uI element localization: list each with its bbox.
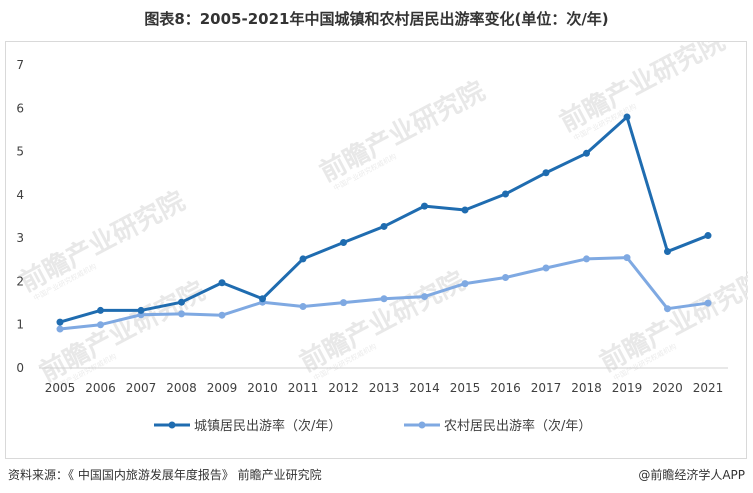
legend-label: 农村居民出游率（次/年） <box>444 418 591 434</box>
data-point <box>299 303 307 311</box>
data-point <box>664 248 671 256</box>
data-point <box>421 202 428 210</box>
y-tick-label: 6 <box>16 101 24 115</box>
data-point <box>502 190 509 198</box>
data-point <box>704 232 712 240</box>
data-point <box>97 306 104 314</box>
data-point <box>218 279 226 287</box>
legend-swatch-marker <box>168 421 176 429</box>
x-tick-label: 2005 <box>45 381 76 395</box>
y-tick-label: 4 <box>16 188 24 202</box>
data-point <box>56 325 64 333</box>
data-point <box>583 149 590 157</box>
data-point <box>664 305 671 313</box>
legend-swatch-marker <box>418 421 426 429</box>
data-point <box>218 311 226 319</box>
data-point <box>542 169 550 177</box>
data-point <box>137 306 145 314</box>
chart-title: 图表8：2005-2021年中国城镇和农村居民出游率变化(单位：次/年) <box>144 10 609 28</box>
watermark-text: 前瞻产业研究院 <box>595 265 748 378</box>
line-chart: 前瞻产业研究院中国产业研究权威机构前瞻产业研究院中国产业研究权威机构前瞻产业研究… <box>15 42 748 434</box>
data-point <box>380 295 388 303</box>
legend: 城镇居民出游率（次/年） 农村居民出游率（次/年） <box>154 418 591 434</box>
data-point <box>421 293 428 301</box>
watermark-text: 前瞻产业研究院 <box>315 75 490 188</box>
data-point <box>542 264 550 272</box>
data-point <box>461 206 469 214</box>
x-tick-label: 2017 <box>531 381 562 395</box>
y-tick-label: 0 <box>16 361 24 375</box>
axes-layer: 0 1 2 3 4 5 6 7 2005 2006 2007 2008 2009 2010 2011 2012… <box>16 58 728 395</box>
x-tick-label: 2007 <box>126 381 157 395</box>
watermark-layer: 前瞻产业研究院中国产业研究权威机构前瞻产业研究院中国产业研究权威机构前瞻产业研究… <box>15 42 748 392</box>
x-tick-label: 2014 <box>409 381 440 395</box>
y-tick-label: 5 <box>16 145 24 159</box>
x-tick-label: 2012 <box>328 381 359 395</box>
data-point <box>623 254 631 262</box>
y-tick-label: 7 <box>16 58 24 72</box>
x-tick-label: 2010 <box>247 381 278 395</box>
x-tick-label: 2016 <box>490 381 521 395</box>
data-point <box>56 318 64 326</box>
data-point <box>299 255 307 263</box>
data-point <box>259 295 266 303</box>
y-tick-label: 3 <box>16 231 24 245</box>
data-point <box>380 222 388 230</box>
source-note: 资料来源：《 中国国内旅游发展年度报告》 前瞻产业研究院 <box>8 468 322 482</box>
data-point <box>461 280 469 288</box>
x-tick-label: 2020 <box>652 381 683 395</box>
watermark-text: 前瞻产业研究院 <box>555 42 730 138</box>
watermark-text: 前瞻产业研究院 <box>15 185 190 298</box>
x-tick-label: 2008 <box>166 381 197 395</box>
data-point <box>97 321 104 329</box>
x-tick-label: 2021 <box>693 381 724 395</box>
data-point <box>583 255 590 263</box>
x-tick-label: 2006 <box>85 381 116 395</box>
x-tick-label: 2018 <box>571 381 602 395</box>
y-tick-label: 1 <box>16 318 24 332</box>
data-point <box>704 299 712 307</box>
x-tick-label: 2011 <box>288 381 319 395</box>
data-point <box>502 274 509 282</box>
chart-frame: 前瞻产业研究院 中国产业研究权威机构 前瞻产业研究院 中国产业研究权威机构 前瞻产业研究… <box>5 41 748 459</box>
x-tick-label: 2009 <box>207 381 238 395</box>
data-point <box>340 238 347 246</box>
data-point <box>178 310 185 318</box>
data-point <box>340 299 347 307</box>
legend-label: 城镇居民出游率（次/年） <box>194 418 341 434</box>
series-layer <box>56 113 712 333</box>
x-tick-label: 2015 <box>450 381 481 395</box>
y-tick-label: 2 <box>16 274 24 288</box>
x-tick-label: 2013 <box>369 381 400 395</box>
data-point <box>623 113 631 121</box>
credit-note: @前瞻经济学人APP <box>638 468 745 482</box>
x-tick-label: 2019 <box>612 381 643 395</box>
watermark-text: 前瞻产业研究院 <box>295 265 470 378</box>
data-point <box>178 298 185 306</box>
